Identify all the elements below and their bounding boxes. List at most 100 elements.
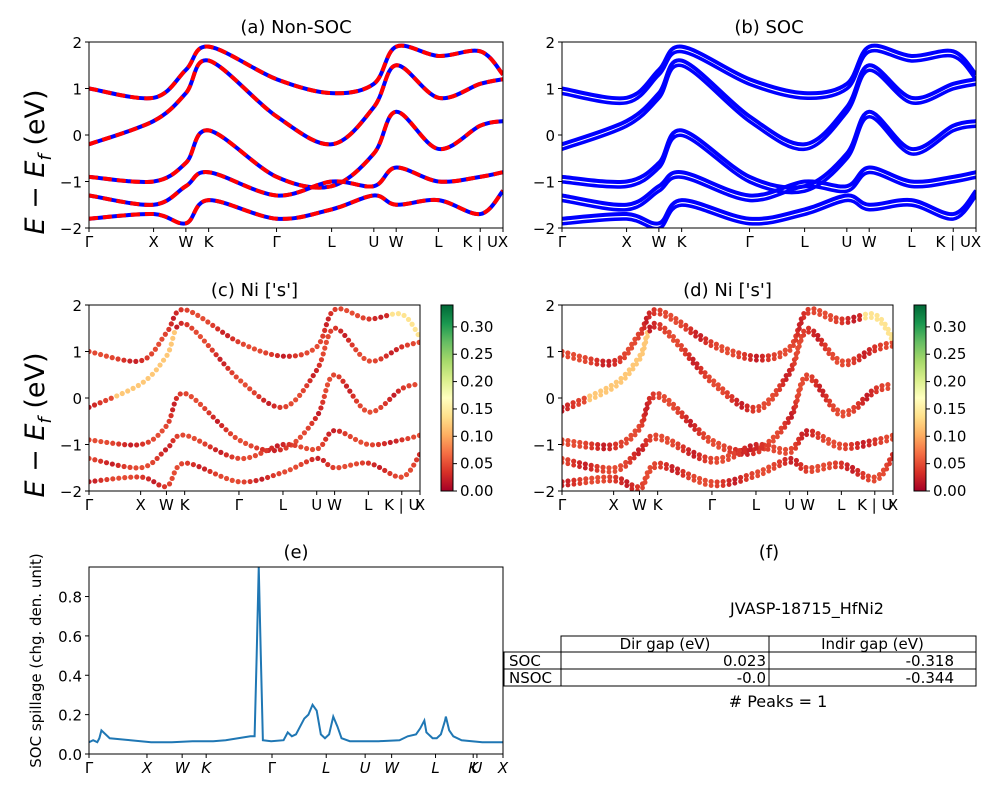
- band-point: [345, 337, 352, 343]
- band-point: [230, 336, 236, 342]
- band-point-split: [782, 351, 788, 357]
- band-point-split: [671, 405, 676, 411]
- band-point: [127, 358, 133, 364]
- band-point: [366, 358, 372, 364]
- band-point-split: [637, 356, 643, 362]
- band-point: [622, 351, 628, 357]
- band-point: [739, 400, 745, 407]
- xtick-label: Γ: [708, 496, 717, 514]
- ytick-label: −1: [533, 437, 555, 455]
- band-point-split: [577, 444, 583, 449]
- band-point: [197, 333, 203, 340]
- band-point: [730, 348, 736, 354]
- band-point: [811, 306, 817, 312]
- band-point: [140, 379, 146, 385]
- band-point: [817, 307, 823, 314]
- band-point: [862, 311, 869, 317]
- band-point: [720, 478, 726, 485]
- band-point: [108, 395, 114, 401]
- band-point: [269, 445, 275, 451]
- band-point: [331, 372, 337, 378]
- band-point: [820, 388, 826, 394]
- band-point-split: [643, 339, 649, 345]
- band-point: [145, 439, 151, 445]
- band-point: [349, 310, 355, 316]
- band-point: [766, 397, 772, 403]
- band-point-split: [702, 374, 708, 380]
- band-point-split: [759, 357, 765, 363]
- band-point: [577, 476, 583, 483]
- band-point: [770, 434, 776, 440]
- band-point: [868, 311, 875, 317]
- band-point-split: [571, 443, 577, 448]
- band-point: [400, 385, 406, 391]
- band-point-split: [651, 311, 657, 317]
- band-point: [160, 357, 167, 363]
- band-point: [846, 408, 852, 414]
- band-point: [851, 404, 857, 411]
- band-point: [811, 328, 817, 334]
- band-point: [613, 379, 619, 385]
- band-point: [643, 438, 649, 444]
- band-point: [328, 328, 334, 334]
- band-point: [133, 465, 139, 471]
- band-point: [842, 442, 849, 448]
- table-cell: -0.344: [906, 669, 954, 687]
- band-point-split: [719, 348, 725, 354]
- band-point: [411, 434, 417, 440]
- band-point: [809, 428, 816, 434]
- band-point: [178, 307, 184, 313]
- xtick-label: Γ: [558, 496, 567, 514]
- band-point-split: [800, 380, 806, 386]
- band-point: [293, 397, 299, 403]
- band-point-split: [827, 465, 832, 471]
- band-point: [844, 462, 850, 468]
- band-point: [342, 463, 348, 470]
- band-point: [650, 391, 656, 397]
- band-point-split: [708, 483, 714, 489]
- band-point: [830, 351, 836, 357]
- band-point: [656, 391, 662, 397]
- band-point: [297, 434, 303, 440]
- band-point-split: [830, 355, 836, 361]
- band-point: [347, 388, 353, 394]
- band-point: [618, 476, 625, 482]
- band-point: [678, 342, 684, 349]
- band-point-split: [721, 447, 727, 453]
- band-point: [800, 376, 806, 382]
- table-cell: -0.0: [737, 669, 766, 687]
- panel-f: (f) JVASP-18715_HfNi2 Dir gap (eV) Indir ga…: [503, 542, 977, 711]
- band-point-split: [793, 337, 799, 343]
- bands-b: [562, 43, 976, 228]
- band-point-split: [756, 408, 762, 414]
- band-line-red: [89, 189, 503, 226]
- band-point: [114, 393, 120, 399]
- band-point: [171, 470, 177, 476]
- table-row-label: SOC: [509, 652, 541, 670]
- band-point: [788, 455, 794, 462]
- band-point: [171, 401, 177, 407]
- band-point: [188, 394, 194, 400]
- band-point-split: [647, 400, 652, 405]
- band-point: [836, 441, 843, 447]
- band-point: [332, 306, 338, 313]
- band-point-split: [845, 362, 851, 368]
- band-point: [719, 344, 725, 350]
- band-point: [353, 398, 360, 404]
- band-point: [312, 415, 318, 422]
- band-point: [357, 351, 363, 357]
- band-point: [874, 312, 880, 319]
- band-point: [696, 475, 703, 482]
- band-point: [804, 372, 810, 378]
- band-point-split: [622, 355, 628, 361]
- band-point: [803, 464, 809, 471]
- band-point: [799, 431, 805, 437]
- band-point: [766, 438, 772, 444]
- band-point: [103, 397, 109, 404]
- band-point: [821, 462, 827, 468]
- band-point: [416, 451, 420, 458]
- band-point: [405, 316, 412, 323]
- band-point: [595, 442, 601, 448]
- band-point: [297, 392, 303, 398]
- band-point-split: [729, 398, 735, 403]
